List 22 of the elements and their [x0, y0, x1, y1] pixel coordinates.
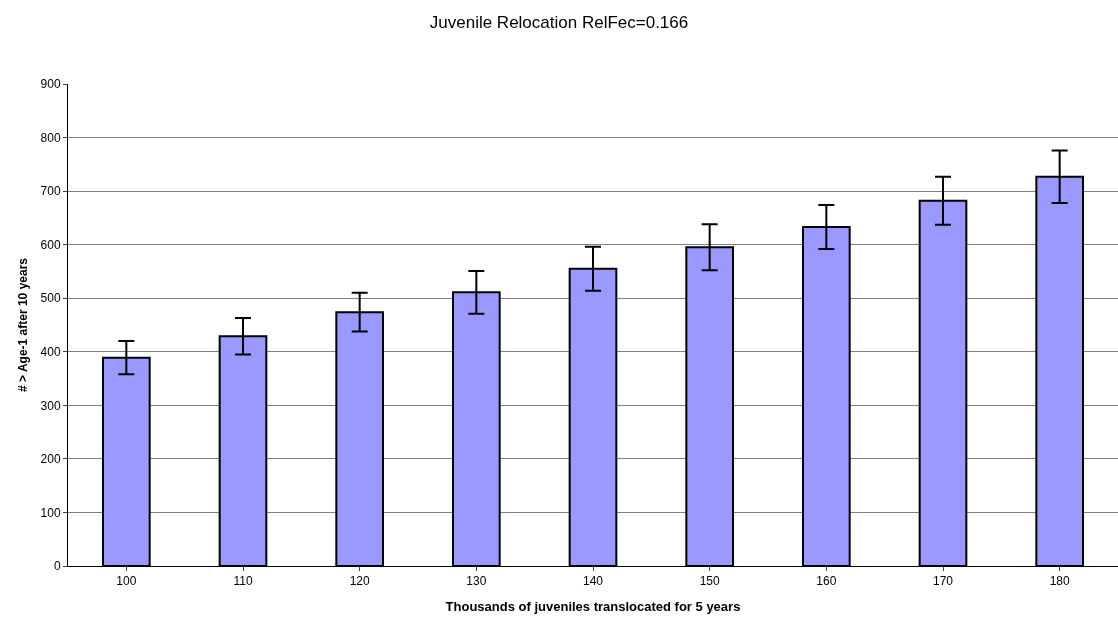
x-tick-label: 100	[116, 574, 137, 589]
y-tick-label: 900	[40, 77, 61, 92]
y-tick-label: 400	[40, 344, 61, 359]
x-tick-label: 160	[816, 574, 837, 589]
y-tick-label: 300	[40, 398, 61, 413]
x-axis-title: Thousands of juveniles translocated for 5 years	[445, 599, 741, 614]
x-tick-label: 150	[699, 574, 720, 589]
x-tick-label: 120	[349, 574, 370, 589]
x-tick-label: 110	[233, 574, 253, 589]
x-tick-label: 130	[466, 574, 487, 589]
y-tick-label: 800	[40, 130, 61, 145]
y-tick-label: 100	[40, 505, 61, 520]
chart-title: Juvenile Relocation RelFec=0.166	[429, 12, 689, 32]
x-tick-label: 180	[1049, 574, 1070, 589]
y-tick-label: 0	[53, 559, 61, 574]
y-tick-label: 600	[40, 237, 61, 252]
y-axis-title: # > Age-1 after 10 years	[15, 257, 30, 392]
y-tick-label: 700	[40, 184, 61, 199]
x-tick-label: 170	[932, 574, 954, 589]
x-tick-label: 140	[582, 574, 604, 589]
y-tick-label: 200	[40, 452, 61, 467]
y-tick-label: 500	[40, 291, 61, 306]
